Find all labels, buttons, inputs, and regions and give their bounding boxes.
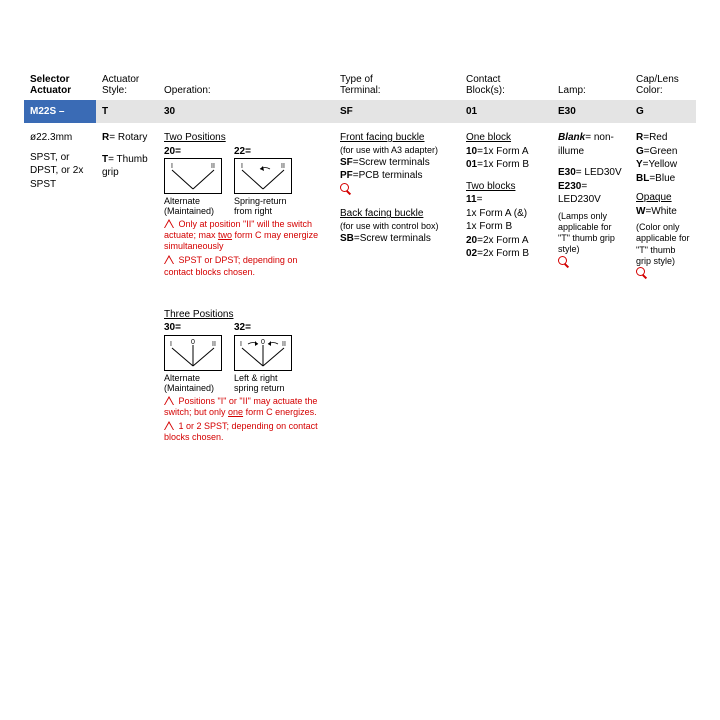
svg-text:I: I	[170, 341, 172, 348]
svg-text:0: 0	[191, 339, 195, 346]
opaque-title: Opaque	[636, 191, 690, 205]
header-operation: Operation:	[158, 70, 334, 100]
example-lamp: E30	[552, 100, 630, 123]
svg-text:0: 0	[261, 339, 265, 346]
color-note: (Color only applicable for "T" thumb gri…	[636, 222, 690, 267]
main-table: SelectorActuator ActuatorStyle: Operatio…	[24, 70, 696, 448]
magnifier-icon	[558, 256, 570, 268]
col-selector-body: ø22.3mm SPST, or DPST, or 2x SPST	[24, 123, 96, 448]
example-row: M22S – T 30 SF 01 E30 G	[24, 100, 696, 123]
example-color: G	[630, 100, 696, 123]
svg-text:II: II	[211, 163, 215, 170]
two-positions-title: Two Positions	[164, 131, 328, 145]
three-positions-title: Three Positions	[164, 308, 328, 322]
back-buckle-title: Back facing buckle	[340, 207, 454, 221]
magnifier-icon	[340, 183, 352, 195]
col-contact-body: One block 10=1x Form A 01=1x Form B Two …	[460, 123, 552, 448]
part-selector-table: SelectorActuator ActuatorStyle: Operatio…	[0, 0, 720, 448]
example-contact: 01	[460, 100, 552, 123]
svg-text:II: II	[212, 341, 216, 348]
header-lamp: Lamp:	[552, 70, 630, 100]
warning-icon	[164, 421, 174, 430]
col-lamp-body: Blank= non-illume E30= LED30V E230= LED2…	[552, 123, 630, 448]
example-partno: M22S –	[24, 100, 96, 123]
example-terminal: SF	[334, 100, 460, 123]
svg-text:II: II	[281, 163, 285, 170]
header-selector: SelectorActuator	[24, 70, 96, 100]
magnifier-icon	[636, 267, 648, 279]
warning-icon	[164, 219, 174, 228]
front-buckle-sub: (for use with A3 adapter)	[340, 145, 454, 156]
example-operation: 30	[158, 100, 334, 123]
diagram-22: III	[234, 158, 292, 194]
col-color-body: R=Red G=Green Y=Yellow BL=Blue Opaque W=…	[630, 123, 696, 448]
col-operation-body: Two Positions 20= III Alternate(Maintain…	[158, 123, 334, 448]
svg-text:I: I	[171, 163, 173, 170]
header-actuator-style: ActuatorStyle:	[96, 70, 158, 100]
diagram-30: I 0 II	[164, 335, 222, 371]
warning-three-pos-2: 1 or 2 SPST; depending on contact blocks…	[164, 421, 328, 444]
front-buckle-title: Front facing buckle	[340, 131, 454, 145]
warning-icon	[164, 255, 174, 264]
svg-text:I: I	[240, 341, 242, 348]
body-row: ø22.3mm SPST, or DPST, or 2x SPST R= Rot…	[24, 123, 696, 448]
one-block-title: One block	[466, 131, 546, 145]
lamp-note: (Lamps only applicable for "T" thumb gri…	[558, 211, 624, 256]
warning-two-pos-1: Only at position "II" will the switch ac…	[164, 219, 328, 253]
svg-text:II: II	[282, 341, 286, 348]
diagram-32: I 0 II	[234, 335, 292, 371]
header-color: Cap/LensColor:	[630, 70, 696, 100]
header-row: SelectorActuator ActuatorStyle: Operatio…	[24, 70, 696, 100]
col-terminal-body: Front facing buckle (for use with A3 ada…	[334, 123, 460, 448]
header-terminal: Type ofTerminal:	[334, 70, 460, 100]
header-contact: ContactBlock(s):	[460, 70, 552, 100]
svg-text:I: I	[241, 163, 243, 170]
diagram-20: III	[164, 158, 222, 194]
warning-icon	[164, 396, 174, 405]
two-blocks-title: Two blocks	[466, 180, 546, 194]
example-style: T	[96, 100, 158, 123]
warning-two-pos-2: SPST or DPST; depending on contact block…	[164, 255, 328, 278]
col-actuator-style-body: R= Rotary T= Thumb grip	[96, 123, 158, 448]
diameter-label: ø22.3mm	[30, 131, 90, 145]
back-buckle-sub: (for use with control box)	[340, 221, 454, 232]
warning-three-pos-1: Positions "I" or "II" may actuate the sw…	[164, 396, 328, 419]
spst-note: SPST, or DPST, or 2x SPST	[30, 151, 90, 192]
